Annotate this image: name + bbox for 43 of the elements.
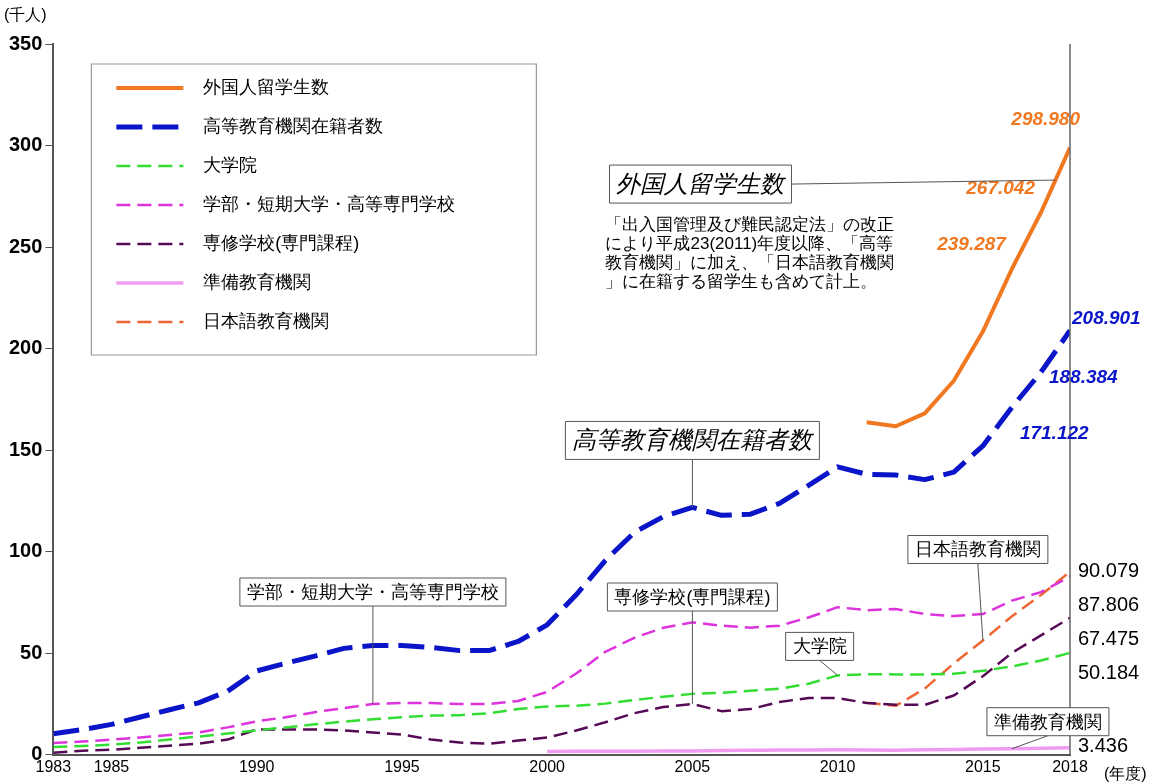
x-tick-label: 1990 bbox=[238, 757, 275, 775]
legend-label: 準備教育機関 bbox=[203, 271, 312, 292]
legend-label: 専修学校(専門課程) bbox=[203, 232, 360, 253]
data-label: 208.901 bbox=[1071, 306, 1141, 328]
legend-label: 高等教育機関在籍者数 bbox=[203, 115, 384, 136]
data-label: 239.287 bbox=[936, 233, 1008, 255]
data-label: 50.184 bbox=[1078, 661, 1140, 684]
y-tick-label: 250 bbox=[8, 234, 43, 257]
data-label: 171.122 bbox=[1019, 421, 1090, 443]
legend-label: 外国人留学生数 bbox=[203, 76, 330, 97]
annotation: 大学院 bbox=[792, 636, 847, 657]
x-tick-label: 1985 bbox=[93, 757, 130, 775]
annotation: 「出入国管理及び難民認定法」の改正により平成23(2011)年度以降、「高等教育機関」に加え、「日本語教育機関」に在籍する留学生も含めて計上。 bbox=[605, 214, 895, 291]
y-tick-label: 100 bbox=[8, 539, 43, 562]
annotation: 学部・短期大学・高等専門学校 bbox=[246, 582, 499, 602]
x-tick-label: 2010 bbox=[819, 757, 856, 775]
x-tick-label: 2005 bbox=[674, 757, 711, 775]
y-tick-label: 300 bbox=[8, 133, 43, 156]
x-tick-label: 2015 bbox=[965, 757, 1001, 775]
annotation: 準備教育機関 bbox=[993, 711, 1102, 732]
y-tick-label: 350 bbox=[8, 31, 43, 54]
legend-label: 大学院 bbox=[203, 154, 258, 175]
data-label: 87.806 bbox=[1078, 593, 1140, 616]
data-label: 267.042 bbox=[965, 176, 1036, 198]
y-axis-title: (千人) bbox=[4, 6, 47, 24]
x-axis-title: (年度) bbox=[1104, 765, 1147, 783]
y-tick-label: 200 bbox=[8, 336, 43, 359]
legend-label: 日本語教育機関 bbox=[203, 310, 330, 331]
annotation: 専修学校(専門課程) bbox=[614, 587, 771, 607]
legend-label: 学部・短期大学・高等専門学校 bbox=[203, 193, 456, 214]
data-label: 188.384 bbox=[1048, 366, 1119, 388]
x-tick-label: 2000 bbox=[529, 757, 566, 775]
data-label: 67.475 bbox=[1078, 627, 1140, 650]
annotation: 外国人留学生数 bbox=[616, 169, 788, 197]
x-tick-label: 2018 bbox=[1052, 757, 1088, 775]
data-label: 298.980 bbox=[1010, 107, 1081, 129]
y-tick-label: 150 bbox=[8, 437, 43, 460]
annotation: 高等教育機関在籍者数 bbox=[572, 426, 816, 454]
x-tick-label: 1995 bbox=[384, 757, 420, 775]
data-label: 3.436 bbox=[1078, 734, 1129, 757]
annotation: 日本語教育機関 bbox=[914, 539, 1041, 560]
data-label: 90.079 bbox=[1078, 559, 1140, 582]
y-tick-label: 50 bbox=[20, 640, 43, 663]
